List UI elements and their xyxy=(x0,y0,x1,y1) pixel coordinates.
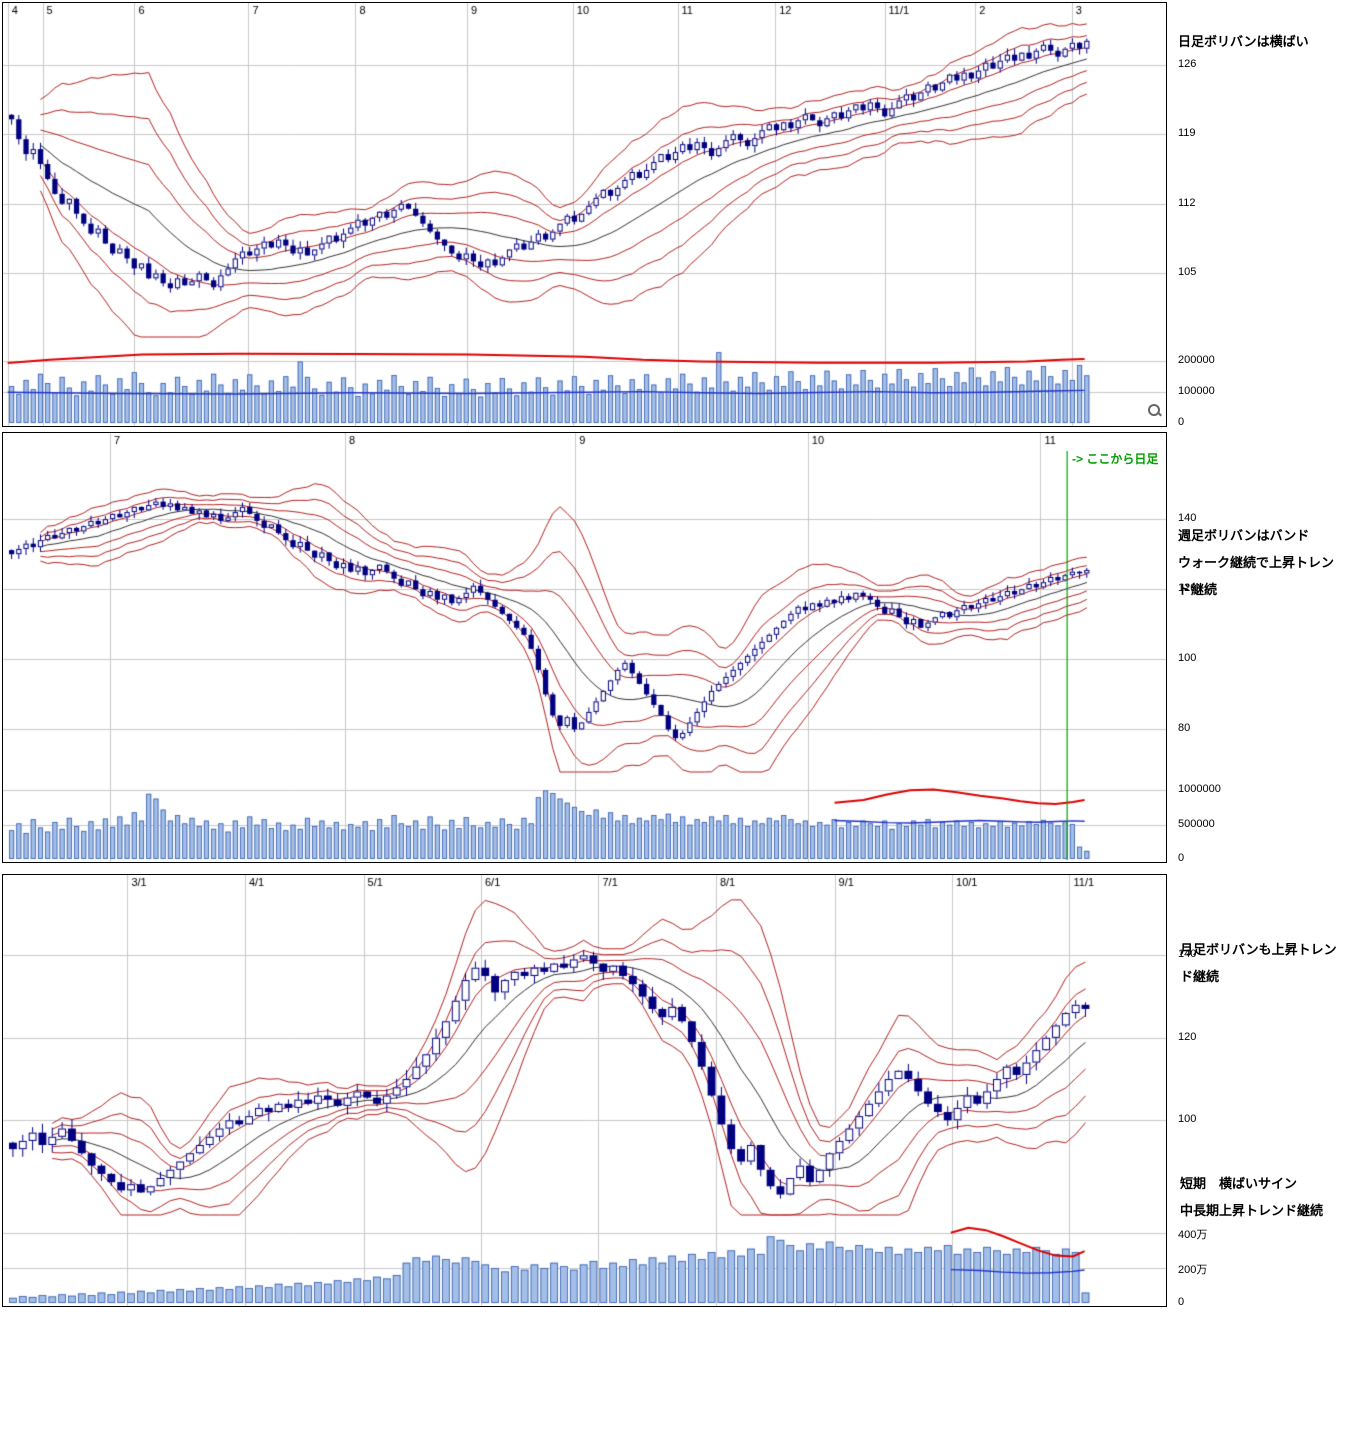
monthly-annotation-line1: 月足ボリバンも上昇トレン xyxy=(1180,942,1337,957)
monthly-annotation-line2: ド継続 xyxy=(1180,969,1220,984)
zoom-icon[interactable] xyxy=(1148,404,1162,418)
monthly-chart-panel xyxy=(2,874,1167,1307)
weekly-annotation-line3: ド継続 xyxy=(1178,582,1218,597)
daily-chart-panel xyxy=(2,2,1167,427)
zoom-handle-glyph xyxy=(1157,411,1162,417)
weekly-annotation-line1: 週足ボリバンはバンド xyxy=(1178,528,1310,543)
y-axis-label: 500000 xyxy=(1178,817,1215,830)
y-axis-label: 100 xyxy=(1178,652,1197,665)
y-axis-label: 100 xyxy=(1178,1113,1197,1126)
summary-annotation-line2: 中長期上昇トレンド継続 xyxy=(1180,1203,1324,1218)
y-axis-label: 0 xyxy=(1178,1296,1185,1308)
y-axis-label: 0 xyxy=(1178,852,1185,864)
y-axis-label: 100000 xyxy=(1178,385,1215,398)
y-axis-label: 140 xyxy=(1178,512,1197,525)
y-axis-label: 105 xyxy=(1178,266,1197,279)
y-axis-label: 0 xyxy=(1178,416,1185,428)
monthly-axis-gutter: 140 120 100 400万 200万 0 xyxy=(1168,875,1260,1308)
weekly-annotation-line2: ウォーク継続で上昇トレン xyxy=(1178,555,1335,570)
daily-axis-gutter: 126 119 112 105 200000 100000 0 xyxy=(1168,3,1260,428)
daily-annotation: 日足ボリバンは横ばい xyxy=(1178,28,1309,55)
y-axis-label: 80 xyxy=(1178,722,1191,735)
y-axis-label: 200000 xyxy=(1178,354,1215,367)
y-axis-label: 1000000 xyxy=(1178,783,1221,796)
daily-chart-canvas xyxy=(3,3,1166,426)
y-axis-label: 140 xyxy=(1178,948,1197,961)
y-axis-label: 120 xyxy=(1178,582,1197,595)
y-axis-label: 400万 xyxy=(1178,1228,1208,1241)
monthly-chart-canvas xyxy=(3,875,1166,1306)
weekly-annotation: 週足ボリバンはバンド ウォーク継続で上昇トレン ド継続 xyxy=(1178,522,1334,603)
y-axis-label: 126 xyxy=(1178,57,1197,70)
y-axis-label: 112 xyxy=(1178,196,1196,209)
daily-start-marker: -> ここから日足 xyxy=(1072,452,1159,466)
zoom-lens-glyph xyxy=(1148,404,1160,416)
summary-annotation-line1: 短期 横ばいサイン xyxy=(1180,1176,1298,1191)
y-axis-label: 120 xyxy=(1178,1030,1197,1043)
weekly-chart-panel xyxy=(2,432,1167,863)
y-axis-label: 119 xyxy=(1178,127,1196,140)
daily-annotation-text: 日足ボリバンは横ばい xyxy=(1178,34,1309,49)
weekly-chart-canvas xyxy=(3,433,1166,862)
summary-annotation: 短期 横ばいサイン 中長期上昇トレンド継続 xyxy=(1180,1170,1323,1224)
y-axis-label: 200万 xyxy=(1178,1263,1208,1276)
monthly-annotation: 月足ボリバンも上昇トレン ド継続 xyxy=(1180,936,1337,990)
weekly-axis-gutter: 140 120 100 80 1000000 500000 0 xyxy=(1168,433,1260,864)
